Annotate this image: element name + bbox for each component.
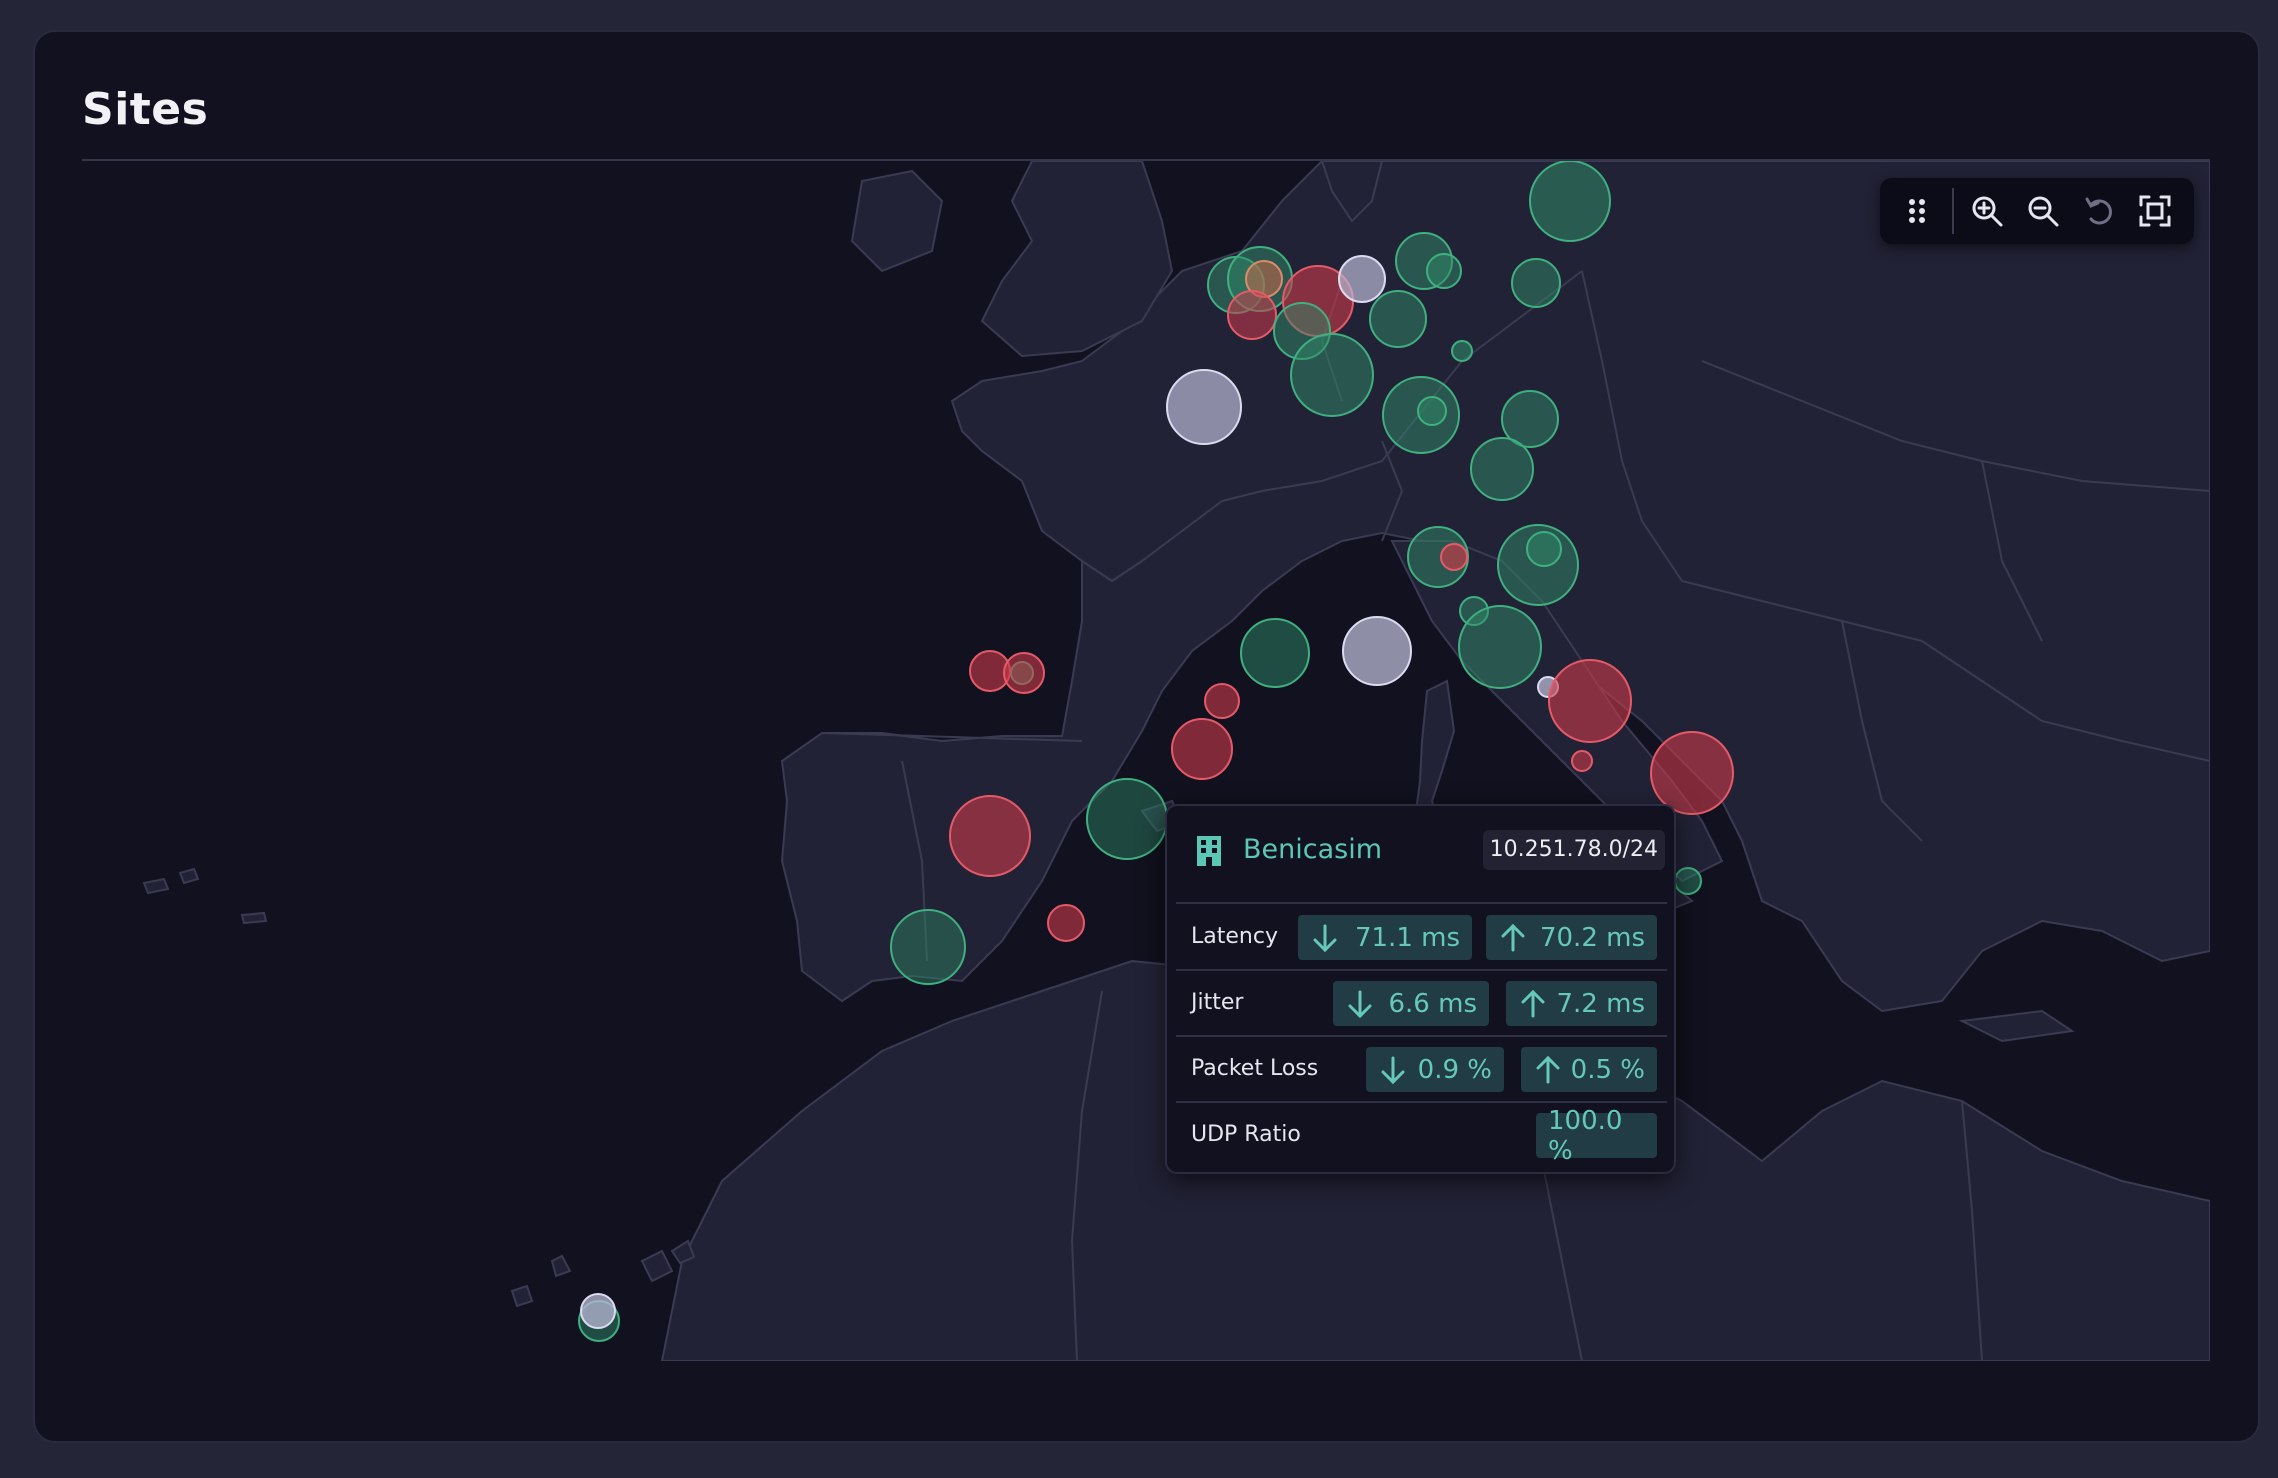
fit-screen-icon[interactable] bbox=[2132, 188, 2178, 234]
arrow-down-icon bbox=[1348, 990, 1372, 1018]
site-marker[interactable] bbox=[1086, 778, 1168, 860]
arrow-up-icon bbox=[1521, 990, 1545, 1018]
metric-label: Packet Loss bbox=[1191, 1056, 1319, 1081]
reset-view-icon[interactable] bbox=[2076, 188, 2122, 234]
site-marker[interactable] bbox=[1451, 340, 1473, 362]
site-marker[interactable] bbox=[1674, 867, 1702, 895]
site-marker[interactable] bbox=[1501, 390, 1559, 448]
arrow-up-icon bbox=[1501, 924, 1525, 952]
site-marker[interactable] bbox=[1571, 750, 1593, 772]
land-scandinavia bbox=[1320, 161, 1384, 223]
land-uk bbox=[980, 161, 1174, 358]
metric-label: UDP Ratio bbox=[1191, 1122, 1301, 1147]
map-toolbar bbox=[1880, 178, 2194, 244]
building-icon bbox=[1195, 834, 1223, 866]
metric-row-latency: Latency 71.1 ms 70.2 ms bbox=[1167, 904, 1674, 968]
metric-row-packet-loss: Packet Loss 0.9 % 0.5 % bbox=[1167, 1036, 1674, 1100]
site-marker[interactable] bbox=[890, 909, 966, 985]
arrow-down-icon bbox=[1381, 1056, 1405, 1084]
metric-value-pill: 100.0 % bbox=[1536, 1106, 1657, 1166]
metric-row-udp-ratio: UDP Ratio 100.0 % bbox=[1167, 1102, 1674, 1166]
metric-row-jitter: Jitter 6.6 ms 7.2 ms bbox=[1167, 970, 1674, 1034]
metric-up-pill: 0.5 % bbox=[1521, 1047, 1657, 1092]
metric-label: Latency bbox=[1191, 924, 1278, 949]
site-marker[interactable] bbox=[1511, 258, 1561, 308]
metric-down-pill: 71.1 ms bbox=[1298, 915, 1472, 960]
site-marker[interactable] bbox=[1047, 904, 1085, 942]
sites-map[interactable] bbox=[82, 161, 2210, 1361]
site-marker[interactable] bbox=[1426, 253, 1462, 289]
metric-up-value: 70.2 ms bbox=[1539, 922, 1645, 953]
drag-handle-icon[interactable] bbox=[1894, 188, 1940, 234]
tooltip-divider bbox=[1176, 969, 1667, 971]
site-marker[interactable] bbox=[1529, 161, 1611, 242]
site-marker[interactable] bbox=[949, 795, 1031, 877]
site-subnet: 10.251.78.0/24 bbox=[1482, 830, 1665, 870]
metric-down-pill: 6.6 ms bbox=[1333, 981, 1489, 1026]
land-crete bbox=[1958, 1009, 2075, 1043]
land-azores bbox=[142, 867, 268, 925]
site-marker[interactable] bbox=[1338, 255, 1386, 303]
title-divider bbox=[82, 159, 2210, 161]
site-tooltip: Benicasim 10.251.78.0/24 Latency 71.1 ms… bbox=[1165, 804, 1676, 1174]
site-marker[interactable] bbox=[1166, 369, 1242, 445]
site-marker[interactable] bbox=[1342, 616, 1412, 686]
site-marker[interactable] bbox=[1417, 396, 1447, 426]
site-marker[interactable] bbox=[1440, 543, 1468, 571]
land-canary-islands bbox=[510, 1239, 696, 1308]
site-marker[interactable] bbox=[1548, 659, 1632, 743]
metric-up-pill: 7.2 ms bbox=[1506, 981, 1657, 1026]
site-marker[interactable] bbox=[1171, 718, 1233, 780]
tooltip-divider bbox=[1176, 1101, 1667, 1103]
site-marker[interactable] bbox=[1458, 605, 1542, 689]
arrow-down-icon bbox=[1313, 924, 1337, 952]
site-marker[interactable] bbox=[1290, 333, 1374, 417]
metric-up-pill: 70.2 ms bbox=[1486, 915, 1657, 960]
metric-down-value: 6.6 ms bbox=[1388, 988, 1478, 1019]
metric-down-value: 71.1 ms bbox=[1354, 922, 1460, 953]
arrow-up-icon bbox=[1536, 1056, 1560, 1084]
metric-down-pill: 0.9 % bbox=[1366, 1047, 1504, 1092]
metric-up-value: 0.5 % bbox=[1570, 1054, 1645, 1085]
metric-down-value: 0.9 % bbox=[1417, 1054, 1492, 1085]
site-marker[interactable] bbox=[1369, 290, 1427, 348]
site-marker[interactable] bbox=[1470, 437, 1534, 501]
tooltip-divider bbox=[1176, 1035, 1667, 1037]
site-marker[interactable] bbox=[1650, 731, 1734, 815]
page-title: Sites bbox=[82, 84, 209, 135]
site-marker[interactable] bbox=[1003, 652, 1045, 694]
zoom-in-icon[interactable] bbox=[1964, 188, 2010, 234]
tooltip-header: Benicasim 10.251.78.0/24 bbox=[1167, 806, 1674, 902]
site-marker[interactable] bbox=[1204, 683, 1240, 719]
zoom-out-icon[interactable] bbox=[2020, 188, 2066, 234]
tooltip-divider bbox=[1176, 902, 1667, 904]
site-name: Benicasim bbox=[1243, 834, 1383, 865]
site-marker[interactable] bbox=[1526, 531, 1562, 567]
land-ireland bbox=[850, 169, 944, 273]
site-marker[interactable] bbox=[1240, 618, 1310, 688]
toolbar-divider bbox=[1952, 188, 1954, 234]
site-marker[interactable] bbox=[580, 1293, 616, 1329]
metric-label: Jitter bbox=[1191, 990, 1244, 1015]
site-markers[interactable] bbox=[578, 161, 1734, 1342]
metric-value: 100.0 % bbox=[1548, 1105, 1623, 1166]
site-marker[interactable] bbox=[1227, 290, 1277, 340]
metric-up-value: 7.2 ms bbox=[1556, 988, 1646, 1019]
